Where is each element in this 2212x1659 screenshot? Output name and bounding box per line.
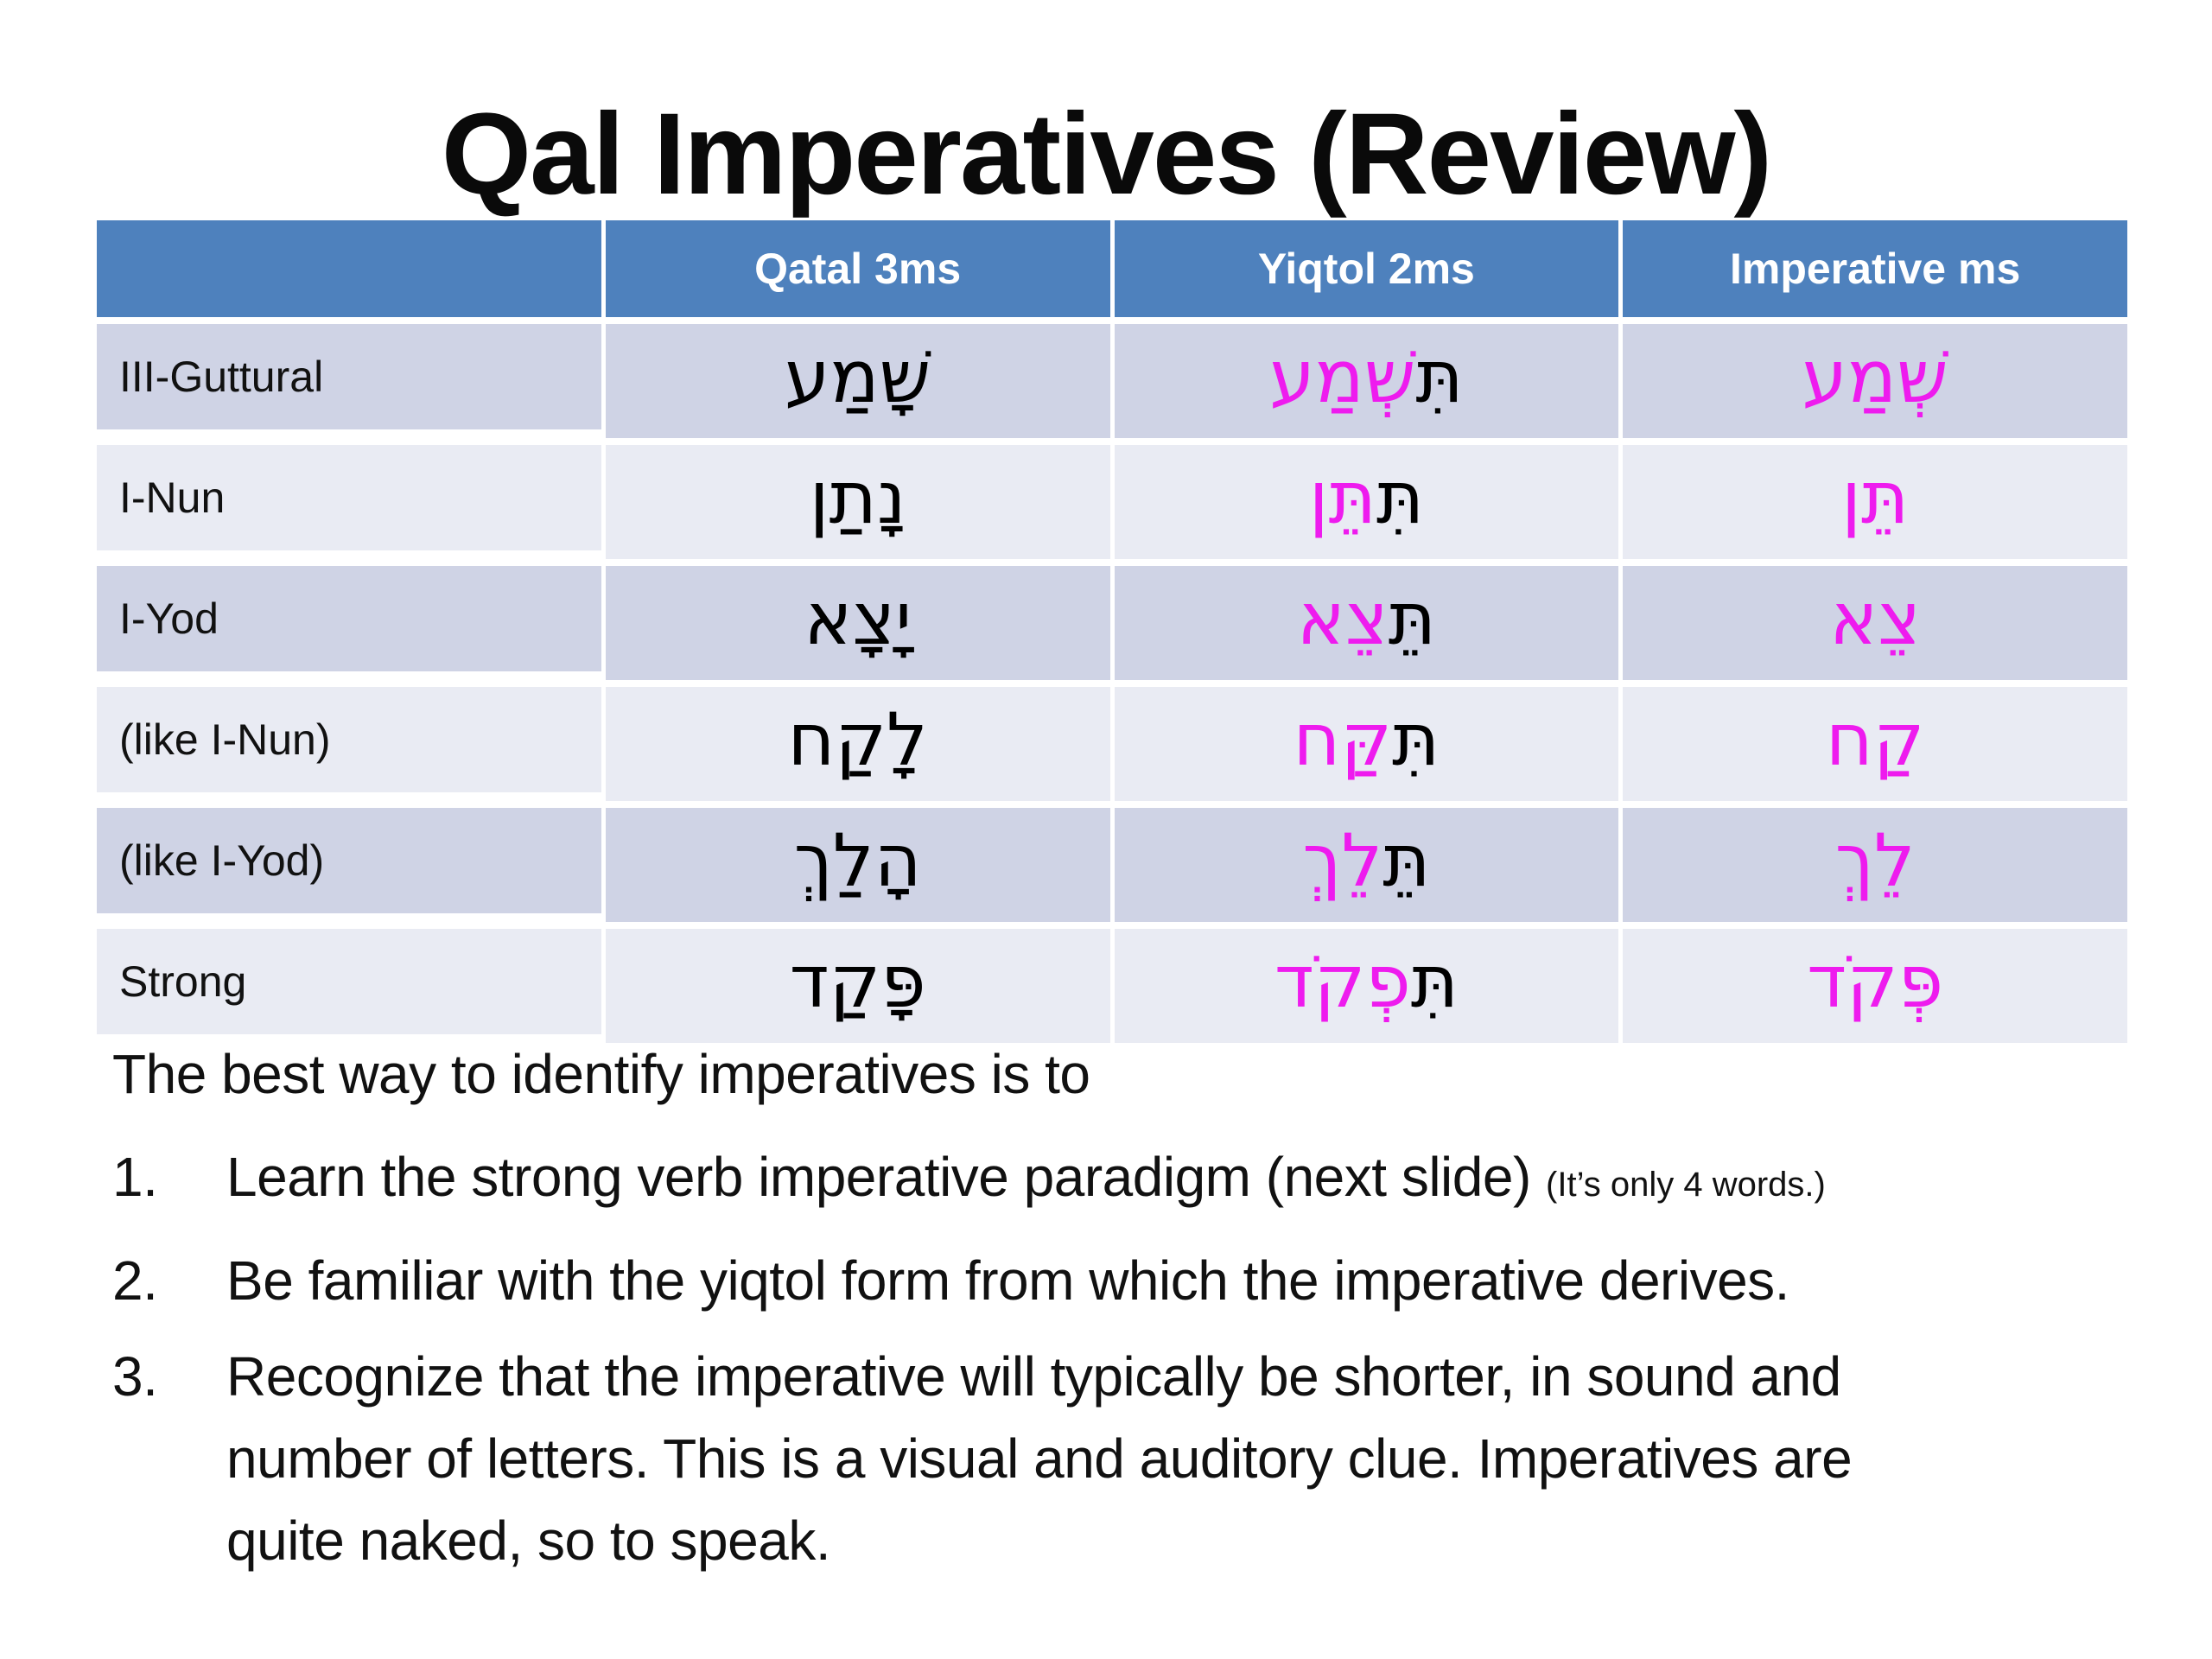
imperative-form: תֵּן: [1623, 445, 2127, 559]
row-label: (like I-Yod): [97, 808, 601, 913]
list-item-number: 1.: [112, 1146, 158, 1208]
yiqtol-prefix: תֵּ: [1388, 576, 1436, 661]
yiqtol-prefix: תִּ: [1415, 334, 1464, 419]
list-item-line: number of letters. This is a visual and …: [226, 1427, 1853, 1490]
slide-title: Qal Imperatives (Review): [441, 89, 1772, 219]
imperative-form: קַח: [1623, 687, 2127, 801]
imperative-form: שְׁמַע: [1623, 324, 2127, 438]
yiqtol-prefix: תֵּ: [1382, 818, 1431, 903]
row-label: (like I-Nun): [97, 687, 601, 792]
list-item-text: Learn the strong verb imperative paradig…: [226, 1136, 2145, 1226]
yiqtol-stem: פְקֹד: [1274, 939, 1411, 1024]
yiqtol-prefix: תִּ: [1376, 455, 1425, 540]
imperative-form: פְּקֹד: [1623, 929, 2127, 1043]
qatal-form: שָׁמַע: [605, 324, 1110, 438]
yiqtol-form: תִּ פְקֹד: [1114, 929, 1619, 1043]
list-item-line: quite naked, so to speak.: [226, 1510, 831, 1572]
header-cell-blank: [97, 220, 601, 317]
row-label: III-Guttural: [97, 324, 601, 429]
list-item-text: Recognize that the imperative will typic…: [226, 1336, 2145, 1582]
yiqtol-stem: שְׁמַע: [1269, 334, 1416, 419]
list-item-aside: (It’s only 4 words.): [1546, 1166, 1826, 1204]
yiqtol-stem: לֵךְ: [1302, 818, 1383, 903]
row-label: I-Nun: [97, 445, 601, 550]
notes-block: The best way to identify imperatives is …: [112, 1033, 2145, 1596]
list-item-main-text: Learn the strong verb imperative paradig…: [226, 1146, 1547, 1208]
header-cell-yiqtol-2ms: Yiqtol 2ms: [1114, 220, 1619, 317]
list-item: 1. Learn the strong verb imperative para…: [112, 1136, 2145, 1226]
yiqtol-prefix: תִּ: [1410, 939, 1459, 1024]
verb-paradigm-table: Qatal 3ms Yiqtol 2ms Imperative ms III-G…: [97, 220, 2127, 1043]
row-label: I-Yod: [97, 566, 601, 671]
qatal-form: פָּקַד: [605, 929, 1110, 1043]
list-item: 2. Be familiar with the yiqtol form from…: [112, 1240, 2145, 1322]
list-item-line: Recognize that the imperative will typic…: [226, 1345, 1841, 1408]
yiqtol-stem: תֵּן: [1308, 455, 1376, 540]
qatal-form: הָלַךְ: [605, 808, 1110, 922]
yiqtol-stem: קַּח: [1293, 697, 1393, 782]
row-label: Strong: [97, 929, 601, 1034]
header-cell-qatal-3ms: Qatal 3ms: [605, 220, 1110, 317]
yiqtol-form: תִּ שְׁמַע: [1114, 324, 1619, 438]
yiqtol-form: תֵּ לֵךְ: [1114, 808, 1619, 922]
list-item-number: 3.: [112, 1345, 158, 1408]
list-item-number: 2.: [112, 1249, 158, 1312]
list-item-text: Be familiar with the yiqtol form from wh…: [226, 1249, 1789, 1312]
yiqtol-stem: צֵא: [1296, 576, 1389, 661]
yiqtol-form: תִּ קַּח: [1114, 687, 1619, 801]
yiqtol-form: תִּ תֵּן: [1114, 445, 1619, 559]
yiqtol-prefix: תִּ: [1392, 697, 1440, 782]
notes-intro: The best way to identify imperatives is …: [112, 1043, 1090, 1105]
imperative-form: לֵךְ: [1623, 808, 2127, 922]
imperative-form: צֵא: [1623, 566, 2127, 680]
qatal-form: נָתַן: [605, 445, 1110, 559]
yiqtol-form: תֵּ צֵא: [1114, 566, 1619, 680]
qatal-form: לָקַח: [605, 687, 1110, 801]
header-cell-imperative-ms: Imperative ms: [1623, 220, 2127, 317]
list-item: 3. Recognize that the imperative will ty…: [112, 1336, 2145, 1582]
qatal-form: יָצָא: [605, 566, 1110, 680]
